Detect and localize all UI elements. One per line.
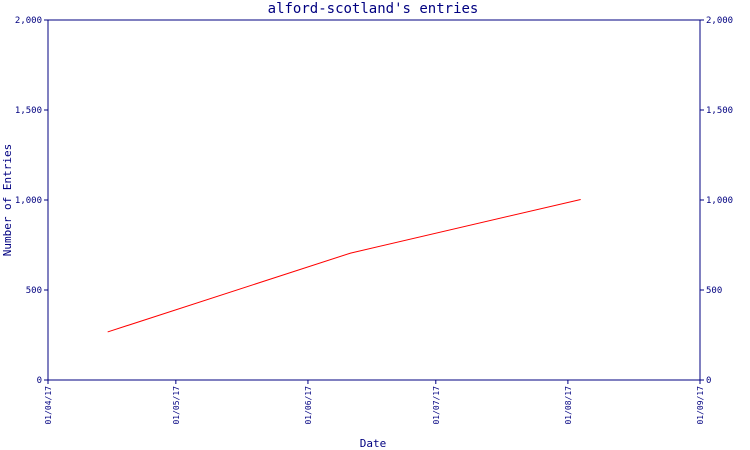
x-tick-label: 01/07/17 [432,386,441,425]
y-tick-label-right: 1,000 [706,196,733,206]
y-tick-label-left: 2,000 [15,16,42,26]
series-layer [107,198,581,333]
x-axis-label: Date [360,437,387,450]
y-tick-label-right: 500 [706,286,722,296]
plot-frame [47,19,701,381]
y-axis-label: Number of Entries [1,144,14,257]
y-tick-label-left: 500 [26,286,42,296]
x-tick-label: 01/09/17 [696,386,705,425]
y-tick-label-left: 1,000 [15,196,42,206]
x-tick-label: 01/05/17 [172,386,181,425]
chart-title: alford-scotland's entries [268,1,479,17]
x-tick-label: 01/06/17 [304,386,313,425]
y-tick-label-right: 0 [706,376,711,386]
y-tick-label-right: 2,000 [706,16,733,26]
x-axis: 01/04/17 01/05/17 01/06/17 01/07/17 01/08/17… [44,380,705,425]
y-tick-label-left: 0 [37,376,42,386]
y-axis-right: 0 500 1,000 1,500 2,000 [700,16,733,386]
x-tick-label: 01/04/17 [44,386,53,425]
x-tick-label: 01/08/17 [564,386,573,425]
series-line [107,198,581,333]
y-tick-label-right: 1,500 [706,106,733,116]
y-axis-left: 0 500 1,000 1,500 2,000 [15,16,48,386]
y-tick-label-left: 1,500 [15,106,42,116]
